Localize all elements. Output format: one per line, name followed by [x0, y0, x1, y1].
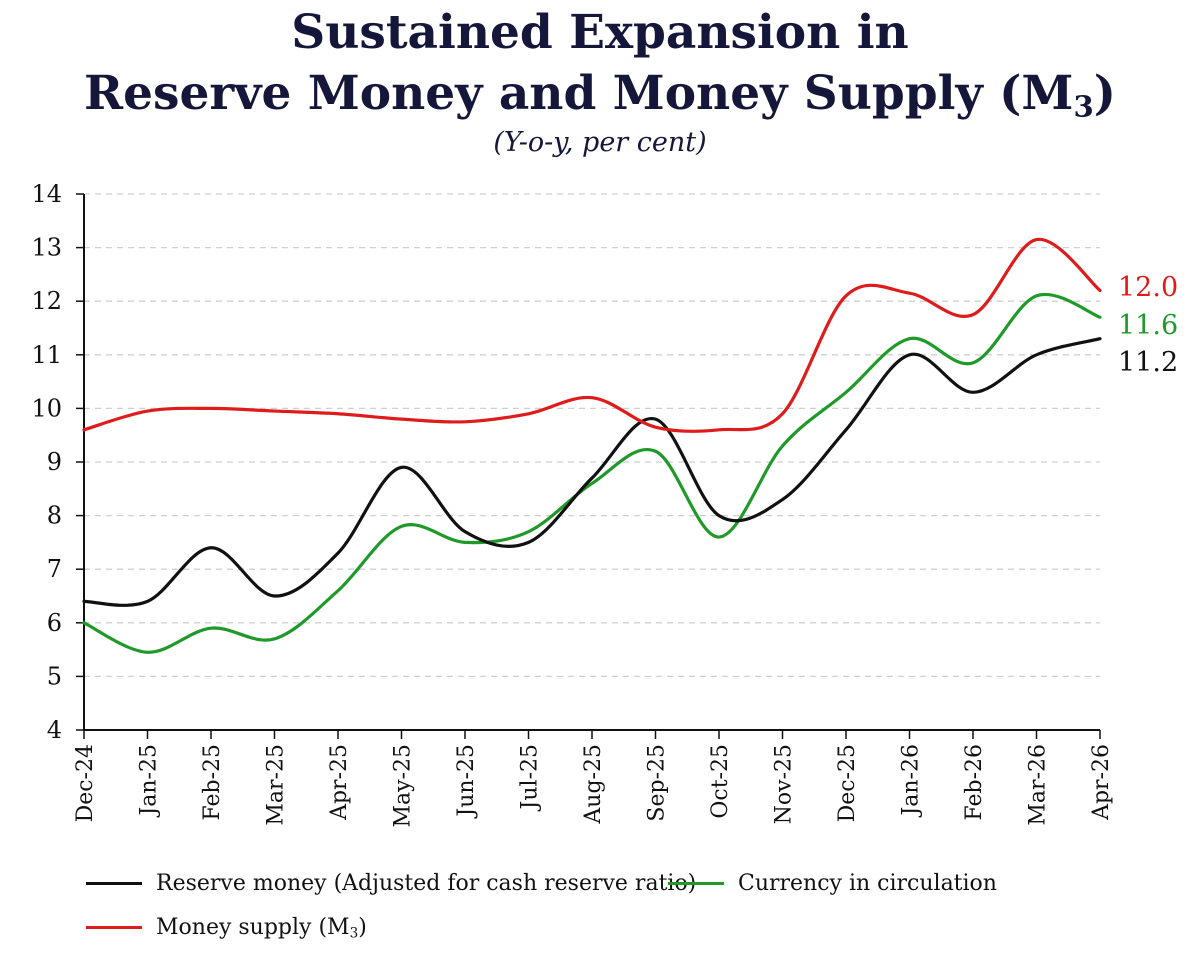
legend-swatch-reserve-money	[86, 882, 142, 885]
y-tick-label: 6	[47, 609, 62, 637]
legend-swatch-money-supply	[86, 926, 142, 929]
series-line-money-supply	[82, 237, 1102, 434]
x-tick-label: Apr-25	[327, 744, 352, 821]
x-tick-label: Dec-24	[73, 744, 98, 822]
x-tick-label: Feb-26	[962, 744, 987, 821]
chart-title-line2: Reserve Money and Money Supply (M3)	[0, 64, 1200, 124]
legend-swatch-currency	[668, 882, 724, 885]
x-tick-label: Mar-25	[264, 744, 289, 826]
grid-lines	[84, 193, 1100, 678]
x-tick-label: Oct-25	[708, 744, 733, 819]
y-tick-label: 4	[47, 716, 62, 744]
series-line-reserve-money	[82, 337, 1102, 607]
legend-item-currency: Currency in circulation	[668, 871, 997, 896]
legend-label-reserve-money: Reserve money (Adjusted for cash reserve…	[156, 871, 697, 896]
x-tick-label: Apr-26	[1089, 744, 1114, 821]
chart-title-subscript: 3	[1073, 89, 1094, 124]
x-tick-label: Dec-25	[835, 744, 860, 822]
y-tick-label: 11	[31, 341, 62, 369]
chart-title-line2-main: Reserve Money and Money Supply (M	[84, 66, 1074, 121]
end-label-money-supply: 12.0	[1118, 272, 1178, 303]
y-tick-label: 14	[31, 180, 62, 208]
y-tick-label: 13	[31, 234, 62, 262]
y-tick-label: 5	[47, 662, 62, 690]
y-tick-label: 7	[47, 555, 62, 583]
end-label-currency: 11.6	[1118, 310, 1178, 341]
chart-title-line1: Sustained Expansion in	[291, 5, 909, 60]
end-label-reserve-money: 11.2	[1118, 347, 1178, 378]
x-tick-label: Jan-26	[899, 744, 924, 818]
legend-label-money-supply: Money supply (M3)	[156, 915, 367, 942]
y-tick-label: 12	[31, 287, 62, 315]
y-axis-ticks: 4 5 6 7 8 9 10 11 12 13 14	[31, 180, 84, 744]
chart-title-line2-end: )	[1093, 66, 1116, 121]
legend-item-reserve-money: Reserve money (Adjusted for cash reserve…	[86, 871, 696, 896]
x-tick-label: Mar-26	[1026, 744, 1051, 826]
end-labels: 11.6 11.2 12.0	[1118, 272, 1178, 378]
x-tick-label: May-25	[391, 744, 416, 828]
x-tick-label: Jan-25	[137, 744, 162, 818]
series-line-currency	[82, 292, 1102, 654]
x-tick-label: Jul-25	[518, 744, 543, 811]
x-tick-label: Nov-25	[772, 744, 797, 824]
legend-label-currency: Currency in circulation	[738, 871, 997, 896]
x-tick-label: Jun-25	[454, 744, 479, 819]
chart-subtitle: (Y-o-y, per cent)	[493, 127, 707, 158]
x-tick-label: Feb-25	[200, 744, 225, 821]
y-tick-label: 9	[47, 448, 62, 476]
legend-item-money-supply: Money supply (M3)	[86, 915, 367, 940]
x-tick-label: Sep-25	[645, 744, 670, 822]
x-tick-label: Aug-25	[581, 744, 606, 825]
x-axis-ticks: Dec-24 Jan-25 Feb-25 Mar-25 Apr-25 May-25 Jun-…	[73, 730, 1114, 828]
series-lines	[82, 237, 1102, 654]
y-tick-label: 8	[47, 502, 62, 530]
y-tick-label: 10	[31, 394, 62, 422]
